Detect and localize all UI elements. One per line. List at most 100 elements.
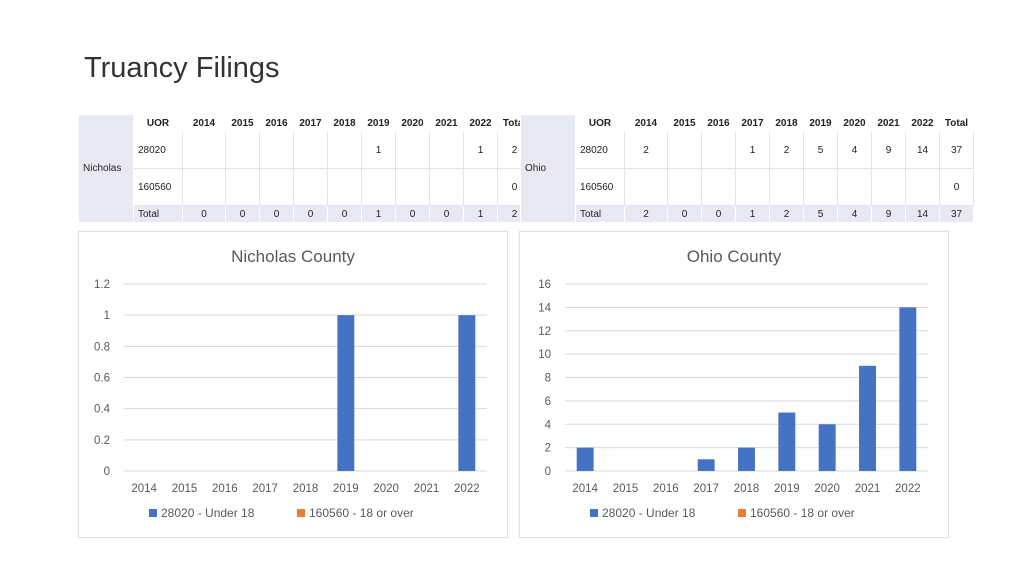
- total-label: Total: [575, 205, 625, 223]
- total-label: Total: [133, 205, 183, 223]
- table-cell: 2: [624, 131, 668, 169]
- total-cell: 5: [803, 205, 838, 223]
- table-cell: 2: [769, 131, 804, 169]
- y-tick-label: 0.2: [94, 435, 110, 447]
- table-cell: 4: [837, 131, 872, 169]
- x-tick-label: 2019: [333, 483, 359, 495]
- total-cell: 0: [327, 205, 362, 223]
- legend-swatch: [149, 509, 157, 517]
- table-cell: [293, 168, 328, 206]
- table-cell: [327, 168, 362, 206]
- x-tick-label: 2015: [172, 483, 198, 495]
- legend-label: 160560 - 18 or over: [309, 506, 414, 520]
- table-cell: 5: [803, 131, 838, 169]
- y-tick-label: 0.6: [94, 373, 110, 385]
- column-header: 2017: [735, 114, 770, 132]
- uor-code: 160560: [133, 168, 183, 206]
- total-cell: 0: [701, 205, 736, 223]
- table-cell: [837, 168, 872, 206]
- x-tick-label: 2022: [895, 483, 921, 495]
- table-header-row: Nicholas UOR 2014 2015 2016 2017 2018 2019 2020 2…: [78, 114, 532, 223]
- table-cell: 14: [905, 131, 940, 169]
- chart-svg: Nicholas County 0 0.2 0.4 0.6 0.8 1 1.2 2014 2015…: [94, 247, 487, 520]
- table-cell: [182, 131, 226, 169]
- x-tick-label: 2016: [653, 483, 679, 495]
- column-header: 2020: [837, 114, 872, 132]
- column-header: 2018: [327, 114, 362, 132]
- y-tick-label: 12: [538, 326, 551, 338]
- column-header: 2019: [361, 114, 396, 132]
- chart-title: Nicholas County: [231, 247, 355, 266]
- table-cell: [701, 168, 736, 206]
- x-tick-label: 2018: [293, 483, 319, 495]
- total-cell: 0: [429, 205, 464, 223]
- table-cell: [225, 131, 260, 169]
- column-header: 2022: [463, 114, 498, 132]
- bar-2017: [697, 459, 715, 471]
- column-header: 2021: [871, 114, 906, 132]
- x-tick-label: 2021: [414, 483, 440, 495]
- table-row: 28020 2 1 2 5 4 9 14 37: [521, 131, 974, 169]
- column-header: 2015: [667, 114, 702, 132]
- total-cell: 0: [293, 205, 328, 223]
- county-label: Ohio: [520, 114, 576, 223]
- column-header: Total: [939, 114, 974, 132]
- total-cell: 0: [667, 205, 702, 223]
- table-cell: [667, 131, 702, 169]
- legend-swatch: [590, 509, 598, 517]
- x-tick-label: 2018: [734, 483, 760, 495]
- table-cell: [293, 131, 328, 169]
- legend-swatch: [297, 509, 305, 517]
- table-cell: [259, 131, 294, 169]
- chart-ohio-county: Ohio County 0 2 4 6 8 10 12 14 16 2014 2015 2016 2017…: [519, 231, 949, 538]
- y-tick-label: 0: [104, 466, 110, 478]
- table-cell: [182, 168, 226, 206]
- uor-code: 28020: [133, 131, 183, 169]
- table-cell: [871, 168, 906, 206]
- x-tick-label: 2021: [855, 483, 881, 495]
- column-header: 2020: [395, 114, 430, 132]
- bar-2019: [337, 315, 355, 471]
- table-cell: [395, 168, 430, 206]
- total-row: Total 0 0 0 0 0 1 0 0 1 2: [79, 205, 532, 223]
- bar-2021: [859, 365, 876, 471]
- table-header-row: Ohio UOR 2014 2015 2016 2017 2018 2019 2020 2021 2…: [520, 114, 974, 223]
- table-row: 160560 0: [521, 168, 974, 206]
- total-cell: 0: [225, 205, 260, 223]
- table-cell: [463, 168, 498, 206]
- total-cell: 2: [624, 205, 668, 223]
- chart-svg: Ohio County 0 2 4 6 8 10 12 14 16 2014 2015 2016 2017…: [538, 247, 928, 520]
- x-tick-label: 2017: [252, 483, 278, 495]
- table-cell: 0: [939, 168, 974, 206]
- y-tick-label: 16: [538, 279, 551, 291]
- bar-2020: [818, 424, 836, 471]
- y-tick-label: 14: [538, 302, 551, 314]
- y-tick-label: 0.4: [94, 404, 111, 416]
- chart-nicholas-county: Nicholas County 0 0.2 0.4 0.6 0.8 1 1.2 2014 2015…: [78, 231, 508, 538]
- total-cell: 0: [259, 205, 294, 223]
- column-header: 2019: [803, 114, 838, 132]
- legend-label: 28020 - Under 18: [602, 506, 696, 520]
- chart-title: Ohio County: [687, 247, 782, 266]
- y-tick-label: 0: [545, 466, 551, 478]
- y-tick-label: 1.2: [94, 279, 110, 291]
- x-tick-label: 2019: [774, 483, 800, 495]
- x-tick-label: 2022: [454, 483, 480, 495]
- column-header: 2016: [259, 114, 294, 132]
- x-tick-label: 2017: [693, 483, 719, 495]
- county-label: Nicholas: [78, 114, 134, 223]
- total-cell: 0: [182, 205, 226, 223]
- table-cell: [395, 131, 430, 169]
- y-tick-label: 8: [545, 373, 551, 385]
- column-header: UOR: [133, 114, 183, 132]
- bar-2019: [778, 412, 796, 471]
- legend-label: 160560 - 18 or over: [750, 506, 855, 520]
- table-cell: [259, 168, 294, 206]
- column-header: 2017: [293, 114, 328, 132]
- truancy-table: Nicholas UOR 2014 2015 2016 2017 2018 2019 2020 2…: [78, 114, 532, 223]
- table-row: 28020 1 1 2: [79, 131, 532, 169]
- x-tick-label: 2015: [613, 483, 639, 495]
- column-header: 2022: [905, 114, 940, 132]
- table-row: 160560 0: [79, 168, 532, 206]
- table-cell: [624, 168, 668, 206]
